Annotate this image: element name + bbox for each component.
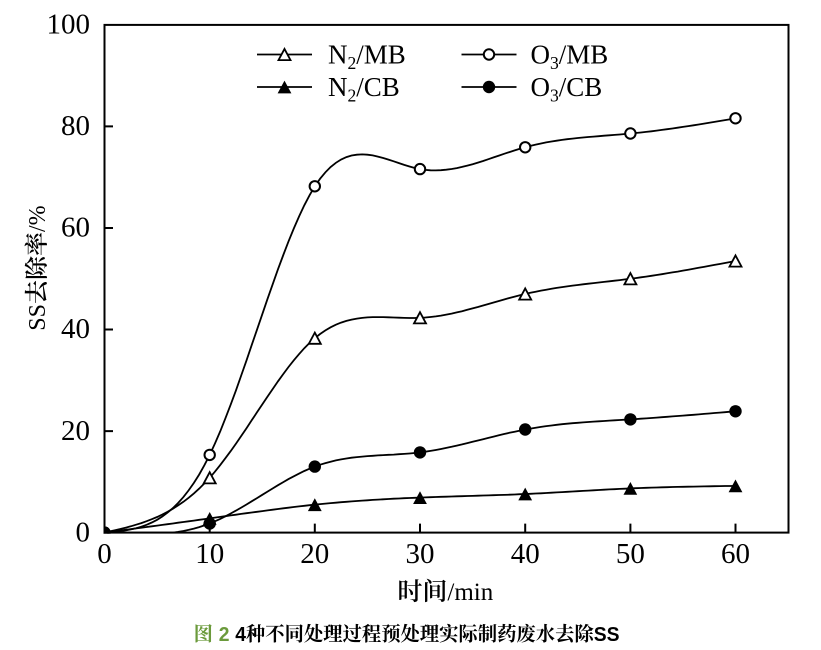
svg-text:O: O	[531, 72, 551, 102]
svg-text:0: 0	[97, 538, 112, 570]
svg-text:40: 40	[61, 313, 90, 345]
svg-text:2: 2	[348, 53, 357, 73]
svg-text:100: 100	[47, 9, 91, 41]
svg-text:3: 3	[550, 53, 559, 73]
svg-text:/%: /%	[25, 205, 51, 232]
svg-text:0: 0	[76, 516, 91, 548]
svg-text:SS: SS	[594, 624, 620, 646]
svg-text:20: 20	[61, 415, 90, 447]
svg-text:3: 3	[550, 85, 559, 105]
svg-text:2: 2	[348, 85, 357, 105]
svg-text:50: 50	[616, 538, 645, 570]
svg-text:60: 60	[721, 538, 750, 570]
svg-text:/min: /min	[447, 579, 493, 606]
svg-text:/CB: /CB	[559, 72, 603, 102]
svg-text:/MB: /MB	[356, 39, 406, 69]
svg-text:O: O	[531, 39, 551, 69]
svg-text:20: 20	[300, 538, 329, 570]
svg-text:N: N	[328, 72, 348, 102]
svg-text:2: 2	[219, 624, 230, 646]
svg-text:80: 80	[61, 110, 90, 142]
svg-text:N: N	[328, 39, 348, 69]
svg-text:60: 60	[61, 212, 90, 244]
svg-text:40: 40	[511, 538, 540, 570]
svg-text:30: 30	[406, 538, 435, 570]
svg-text:/MB: /MB	[559, 39, 609, 69]
svg-text:SS: SS	[25, 304, 51, 331]
svg-text:10: 10	[195, 538, 224, 570]
svg-text:/CB: /CB	[356, 72, 400, 102]
svg-text:4: 4	[235, 624, 246, 646]
